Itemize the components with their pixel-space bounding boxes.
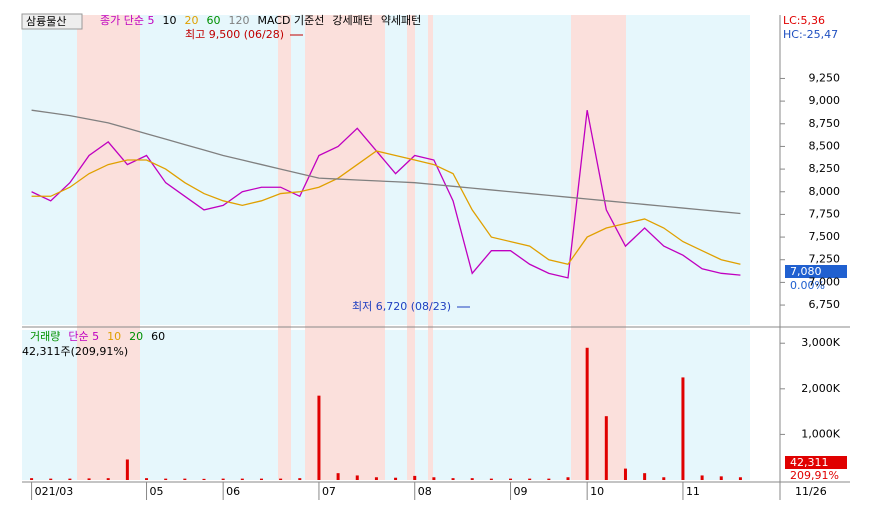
- volume-bar: [662, 477, 666, 480]
- volume-info: 42,311주(209,91%): [22, 345, 128, 358]
- x-tick-label: 08: [418, 485, 432, 498]
- high-annotation: 최고 9,500 (06/28): [185, 28, 284, 41]
- volume-bar: [183, 478, 187, 480]
- volume-bar: [317, 395, 321, 480]
- volume-bar: [221, 478, 225, 480]
- last-volume: 42,311: [790, 456, 829, 469]
- last-price: 7,080: [790, 265, 822, 278]
- legend-entry: 종가 단순 5: [100, 14, 154, 27]
- volume-bar: [240, 478, 244, 480]
- volume-bar: [719, 476, 723, 480]
- volume-bar: [738, 477, 742, 480]
- volume-bar: [509, 478, 513, 480]
- legend-entry: 거래량: [30, 330, 60, 343]
- legend-entry: 10: [162, 14, 176, 27]
- series-line: [31, 110, 741, 279]
- y-tick-label: 6,750: [809, 298, 841, 311]
- low-annotation: 최저 6,720 (08/23): [352, 300, 451, 313]
- volume-bar: [355, 475, 359, 480]
- volume-bar: [528, 478, 532, 480]
- volume-bar: [145, 478, 149, 480]
- y-tick-label: 2,000K: [801, 382, 840, 395]
- volume-bar: [30, 478, 34, 480]
- y-tick-label: 3,000K: [801, 336, 840, 349]
- volume-bar: [585, 347, 589, 480]
- y-tick-label: 7,000: [809, 275, 841, 288]
- volume-bar: [298, 478, 302, 480]
- x-tick-label: 06: [226, 485, 240, 498]
- volume-bar: [68, 478, 72, 480]
- series-line: [31, 109, 741, 215]
- volume-bar: [681, 377, 685, 480]
- strong-pattern-bands: [77, 15, 626, 480]
- legend-entry: 60: [206, 14, 220, 27]
- hc-label: HC:-25,47: [783, 28, 838, 41]
- legend-entry: 10: [107, 330, 121, 343]
- y-tick-label: 8,250: [809, 162, 841, 175]
- y-tick-label: 9,000: [809, 94, 841, 107]
- volume-bar: [106, 478, 110, 480]
- y-tick-label: 7,750: [809, 207, 841, 220]
- volume-bar: [489, 478, 493, 480]
- volume-bar: [566, 477, 570, 480]
- volume-bar: [432, 477, 436, 480]
- legend-entry: 20: [129, 330, 143, 343]
- legend-entry: 강세패턴: [332, 14, 372, 27]
- legend-entry: 60: [151, 330, 165, 343]
- volume-bar: [164, 478, 168, 480]
- x-tick-label: 11: [686, 485, 700, 498]
- y-tick-label: 9,250: [809, 71, 841, 84]
- volume-bar: [604, 416, 608, 480]
- legend-entry: 단순 5: [68, 330, 99, 343]
- volume-bar: [470, 478, 474, 480]
- volume-bar: [547, 478, 551, 480]
- y-tick-label: 1,000K: [801, 427, 840, 440]
- volume-bar: [623, 468, 627, 480]
- legend-entry: 120: [228, 14, 249, 27]
- x-tick-label: 05: [150, 485, 164, 498]
- volume-tag: [785, 456, 847, 469]
- weak-pattern-area: [22, 330, 750, 480]
- y-tick-label: 8,750: [809, 117, 841, 130]
- legend-entry: MACD 기준선: [257, 14, 324, 27]
- volume-bar: [394, 477, 398, 480]
- name-box: [21, 13, 83, 30]
- legend-entry: 20: [184, 14, 198, 27]
- volume-bar: [202, 478, 206, 480]
- volume-bar: [413, 475, 417, 480]
- volume-bar: [49, 478, 53, 480]
- y-tick-label: 8,000: [809, 185, 841, 198]
- volume-bar: [700, 475, 704, 480]
- change-label: 0.00%: [790, 279, 825, 292]
- x-tick-label: 09: [514, 485, 528, 498]
- volume-bar: [374, 477, 378, 480]
- volume-bar: [125, 459, 129, 480]
- lc-label: LC:5,36: [783, 14, 825, 27]
- volume-bar: [87, 478, 91, 480]
- price-tag: [785, 265, 847, 278]
- y-tick-label: 7,250: [809, 253, 841, 266]
- last-pct: 209,91%: [790, 469, 839, 482]
- volume-bar: [643, 473, 647, 480]
- volume-bar: [259, 478, 263, 480]
- chart-title: 삼륭물산: [26, 15, 66, 28]
- volume-bar: [451, 478, 455, 480]
- weak-pattern-area: [22, 15, 750, 325]
- end-date: 11/26: [795, 485, 827, 498]
- y-tick-label: 8,500: [809, 139, 841, 152]
- x-tick-label: 07: [322, 485, 336, 498]
- volume-bar: [336, 473, 340, 480]
- x-tick-label: 10: [590, 485, 604, 498]
- legend-entry: 약세패턴: [381, 13, 421, 27]
- y-tick-label: 7,500: [809, 230, 841, 243]
- series-line: [31, 150, 741, 266]
- volume-bar: [279, 478, 283, 480]
- x-tick-label: 021/03: [35, 485, 74, 498]
